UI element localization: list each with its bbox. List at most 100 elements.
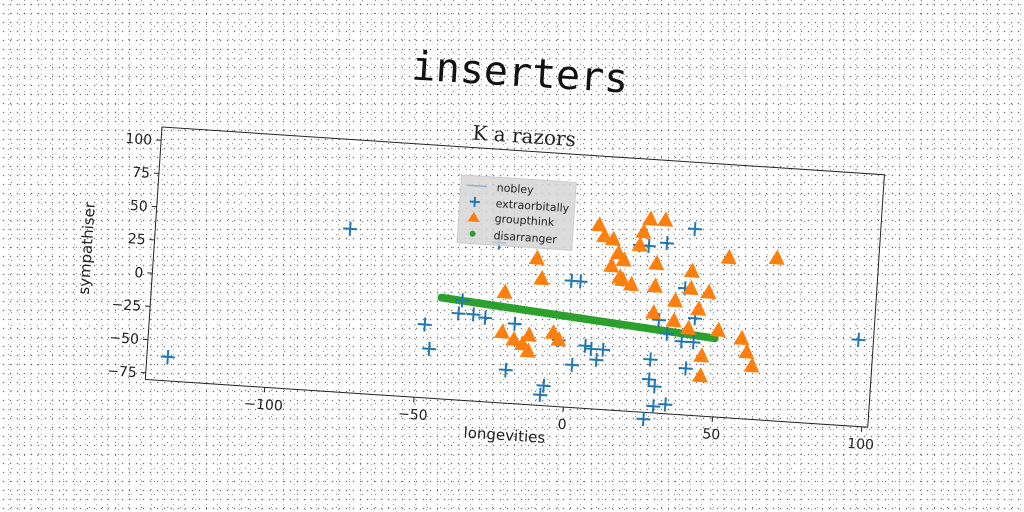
y-tick-label: −25 (111, 297, 142, 315)
y-tick-label: −75 (107, 363, 138, 381)
extraorbitally-point (646, 399, 661, 414)
chart-subtitle: K a razors (472, 121, 577, 152)
groupthink-point (733, 329, 750, 346)
x-axis-label: longevities (463, 424, 546, 447)
legend-entry-groupthink: groupthink (467, 211, 555, 229)
extraorbitally-point (507, 316, 522, 331)
extraorbitally-point (589, 352, 604, 367)
extraorbitally-point (659, 236, 675, 251)
extraorbitally-point (466, 307, 481, 322)
extraorbitally-point (678, 361, 693, 376)
extraorbitally-point (851, 332, 866, 347)
groupthink-point (520, 326, 537, 342)
extraorbitally-point (578, 338, 593, 353)
groupthink-point (720, 248, 737, 265)
extraorbitally-point (595, 342, 611, 357)
groupthink-point (690, 300, 707, 316)
plot-area (160, 210, 866, 427)
legend-line-icon (466, 184, 487, 188)
extraorbitally-point (422, 341, 437, 356)
extraorbitally-point (478, 310, 493, 325)
extraorbitally-point (636, 411, 651, 427)
extraorbitally-point (658, 397, 673, 412)
x-axis: −100 −50 0 50 100 (244, 387, 875, 454)
extraorbitally-point (417, 317, 432, 332)
groupthink-point (635, 223, 652, 239)
groupthink-point (691, 367, 708, 383)
legend-dot-icon (469, 230, 476, 237)
groupthink-point (683, 262, 700, 278)
groupthink-point (622, 275, 639, 292)
extraorbitally-point (533, 387, 548, 402)
extraorbitally-point (451, 306, 466, 321)
extraorbitally-point (647, 379, 662, 394)
extraorbitally-point (651, 312, 667, 328)
extraorbitally-point (573, 274, 588, 289)
groupthink-point (693, 347, 710, 363)
legend-box (456, 174, 577, 251)
legend-entry-nobley: nobley (466, 181, 535, 197)
extraorbitally-point (674, 334, 689, 349)
groupthink-point (768, 249, 785, 265)
extraorbitally-point (643, 352, 658, 367)
extraorbitally-point (659, 326, 675, 341)
groupthink-point (743, 357, 760, 373)
groupthink-point (700, 283, 717, 300)
groupthink-point (645, 303, 662, 320)
extraorbitally-point (455, 293, 470, 308)
legend-plus-icon (469, 196, 480, 207)
extraorbitally-point (343, 221, 358, 236)
groupthink-point (519, 342, 536, 358)
y-tick-label: 50 (129, 198, 148, 215)
y-axis-label: sympathiser (75, 201, 99, 296)
groupthink-point (590, 216, 607, 232)
groupthink-point (648, 254, 665, 271)
extraorbitally-point (498, 362, 513, 377)
legend-entry-disarranger: disarranger (469, 229, 558, 246)
x-tick-label: 0 (557, 417, 567, 434)
x-tick-label: 50 (702, 426, 721, 443)
legend-label: groupthink (494, 212, 555, 229)
legend-label: extraorbitally (495, 197, 570, 215)
y-axis: 100 75 50 25 0 −25 −50 −75 (107, 131, 162, 381)
groupthink-point (631, 236, 648, 252)
groupthink-point (657, 211, 674, 227)
legend-label: disarranger (493, 229, 558, 246)
extraorbitally-point (584, 341, 599, 356)
groupthink-point (646, 277, 663, 293)
groupthink-point (533, 269, 550, 286)
extraorbitally-point (641, 372, 657, 387)
x-tick-label: −100 (244, 396, 283, 415)
extraorbitally-point (686, 335, 701, 350)
y-tick-label: 75 (132, 165, 151, 182)
y-tick-label: −50 (109, 330, 140, 348)
legend-entry-extraorbitally: extraorbitally (469, 196, 570, 215)
groupthink-point (709, 321, 726, 338)
extraorbitally-point (564, 357, 580, 372)
groupthink-point (603, 257, 620, 273)
legend-label: nobley (496, 181, 534, 196)
groupthink-point (666, 292, 683, 308)
groupthink-point (496, 283, 513, 299)
groupthink-point (550, 331, 567, 347)
plot-frame (144, 126, 885, 428)
groupthink-point (614, 271, 631, 287)
groupthink-point (682, 279, 699, 296)
extraorbitally-point (687, 221, 703, 236)
groupthink-point (528, 249, 545, 266)
groupthink-point (665, 311, 682, 328)
groupthink-point (738, 343, 755, 359)
legend-triangle-icon (467, 211, 480, 223)
y-tick-label: 0 (134, 265, 144, 282)
groupthink-point (615, 251, 632, 267)
groupthink-point (604, 230, 621, 247)
x-tick-label: −50 (398, 406, 429, 424)
x-tick-label: 100 (847, 436, 875, 454)
extraorbitally-point (536, 378, 551, 393)
groupthink-point (596, 227, 613, 243)
y-tick-label: 100 (125, 131, 153, 149)
extraorbitally-point (160, 349, 175, 364)
legend: nobley extraorbitally groupthink disarra… (456, 174, 577, 251)
groupthink-point (505, 330, 522, 347)
